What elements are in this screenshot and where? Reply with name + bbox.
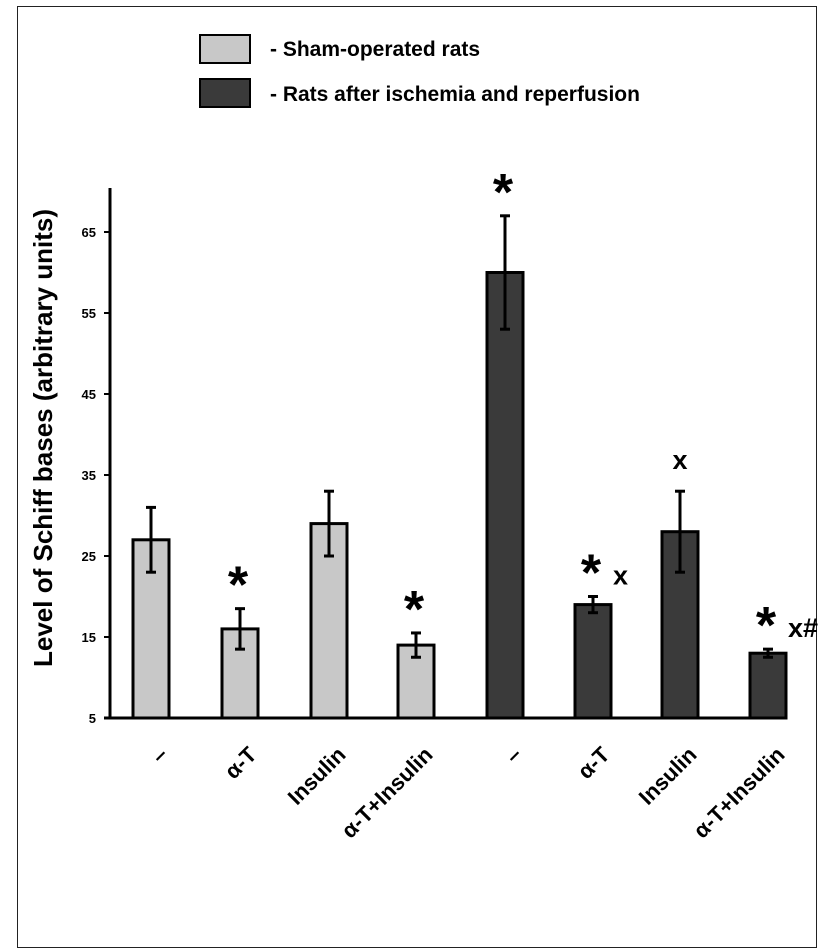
y-tick-label-25: 25 [82, 549, 96, 564]
y-axis-label: Level of Schiff bases (arbitrary units) [28, 209, 58, 667]
y-tick-label-65: 65 [82, 225, 96, 240]
category-label-6: Insulin [634, 742, 702, 810]
y-tick-label-5: 5 [89, 711, 96, 726]
bar-ischemia-3 [748, 651, 788, 720]
category-label-1: α-T [220, 741, 262, 783]
y-tick-label-35: 35 [82, 468, 96, 483]
legend-label-sham: - Sham-operated rats [270, 38, 480, 61]
significance-star-4: * [493, 164, 514, 222]
category-label-2: Insulin [283, 742, 351, 810]
category-label-4: – [500, 742, 526, 768]
bar-ischemia-1 [573, 603, 613, 720]
y-tick-label-15: 15 [82, 630, 96, 645]
significance-mark-6: x [672, 445, 687, 475]
y-tick-label-55: 55 [82, 306, 96, 321]
significance-star-1: * [228, 557, 249, 615]
y-tick-label-45: 45 [82, 387, 96, 402]
category-label-0: – [146, 742, 172, 768]
bar-ischemia-0 [485, 271, 525, 720]
category-label-7: α-T+Insulin [688, 742, 789, 843]
plot-area: 5 15 25 35 45 55 65 – * α-T Insulin * α-T+Insulin * – *… [82, 164, 819, 843]
significance-mark-5: x [613, 561, 628, 591]
chart-frame [17, 6, 817, 948]
legend: - Sham-operated rats - Rats after ischem… [199, 34, 640, 108]
legend-swatch-sham [199, 34, 251, 64]
significance-mark-7: x# [788, 613, 818, 643]
significance-star-3: * [404, 581, 425, 639]
category-label-3: α-T+Insulin [336, 742, 437, 843]
legend-swatch-ischemia [199, 78, 251, 108]
category-label-5: α-T [573, 741, 615, 783]
legend-label-ischemia: - Rats after ischemia and reperfusion [270, 83, 640, 106]
significance-star-5: * [581, 545, 602, 603]
significance-star-7: * [756, 597, 777, 655]
